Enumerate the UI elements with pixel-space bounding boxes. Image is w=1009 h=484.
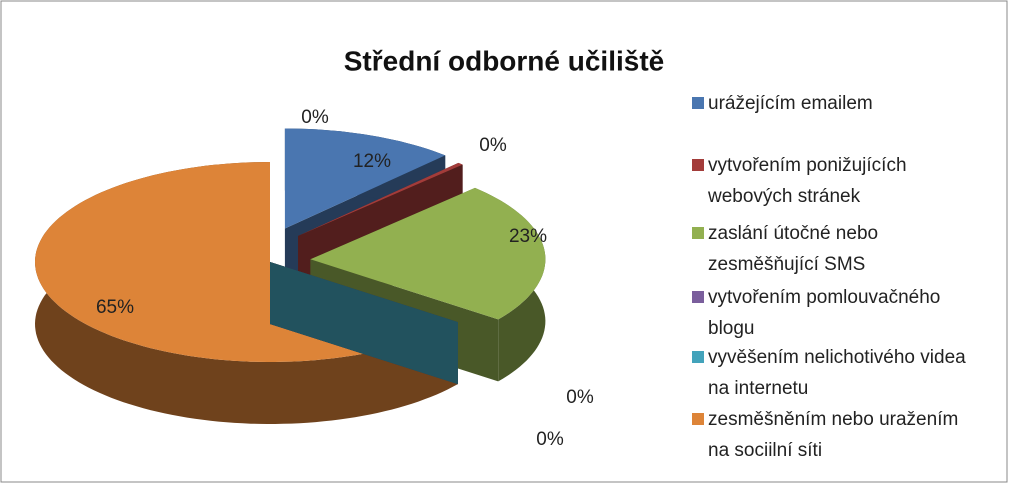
legend-label: urážejícím emailem — [708, 93, 873, 114]
slice-top — [310, 187, 546, 320]
legend-label: vyvěšením nelichotivého videa na interne… — [708, 347, 966, 399]
legend-swatch — [692, 159, 704, 171]
chart-title: Střední odborné učiliště — [344, 45, 664, 76]
legend-label: vytvořením ponižujících webových stránek — [708, 155, 907, 207]
legend-entry: vyvěšením nelichotivého videa na interne… — [690, 342, 980, 404]
slice-top — [284, 128, 446, 229]
legend-entry: vytvořením ponižujících webových stránek — [690, 150, 980, 212]
legend-entry: urážejícím emailem — [690, 88, 980, 119]
legend-entry: vytvořením pomlouvačného blogu — [690, 282, 980, 344]
legend-label: zaslání útočné nebo zesměšňující SMS — [708, 223, 879, 275]
data-label: 0% — [301, 107, 329, 128]
legend-entry: zaslání útočné nebo zesměšňující SMS — [690, 218, 980, 280]
legend-label: vytvořením pomlouvačného blogu — [708, 287, 941, 339]
legend-swatch — [692, 227, 704, 239]
legend-entry: zesměšněním nebo uražením na sociilní sí… — [690, 404, 980, 466]
legend-label: zesměšněním nebo uražením na sociilní sí… — [708, 409, 959, 461]
legend-swatch — [692, 97, 704, 109]
data-label: 0% — [536, 429, 564, 450]
slice-side — [270, 262, 458, 385]
data-label: 23% — [509, 226, 547, 247]
pie-slice — [270, 262, 458, 385]
data-label: 0% — [479, 135, 507, 156]
legend-swatch — [692, 351, 704, 363]
slice-top — [298, 162, 463, 236]
legend-swatch — [692, 413, 704, 425]
legend-swatch — [692, 291, 704, 303]
data-label: 0% — [566, 387, 594, 408]
data-label: 12% — [353, 151, 391, 172]
data-label: 65% — [96, 297, 134, 318]
